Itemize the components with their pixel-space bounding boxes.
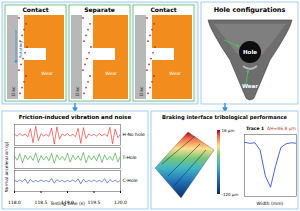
svg-text:H-No hole: H-No hole xyxy=(123,132,145,137)
svg-text:118.5: 118.5 xyxy=(35,200,48,205)
svg-text:Testing time (s): Testing time (s) xyxy=(49,201,85,206)
svg-text:Friction-induced vibration and: Friction-induced vibration and noise xyxy=(19,114,132,120)
svg-text:T-Hole: T-Hole xyxy=(122,155,137,160)
svg-text:118.0: 118.0 xyxy=(8,200,21,205)
svg-text:Contact: Contact xyxy=(150,6,176,13)
svg-text:Normal acceleration (g): Normal acceleration (g) xyxy=(4,141,9,192)
svg-text:120.0: 120.0 xyxy=(114,200,127,205)
svg-text:-120 μm: -120 μm xyxy=(222,192,239,197)
svg-text:Hole: Hole xyxy=(243,49,257,55)
svg-text:Wear: Wear xyxy=(41,71,53,76)
svg-text:C-Hole: C-Hole xyxy=(123,178,138,183)
svg-text:ΔH=86.8 μm: ΔH=86.8 μm xyxy=(267,126,296,131)
svg-text:Disc: Disc xyxy=(11,86,16,96)
svg-text:Disc: Disc xyxy=(139,86,144,96)
svg-text:Braking interface tribological: Braking interface tribological performan… xyxy=(162,114,288,121)
svg-text:Separate: Separate xyxy=(84,6,115,14)
svg-text:Hole configurations: Hole configurations xyxy=(214,6,286,14)
svg-text:Wear: Wear xyxy=(242,83,258,89)
svg-text:Width (mm): Width (mm) xyxy=(257,201,284,206)
svg-text:Wear: Wear xyxy=(105,71,117,76)
svg-text:119.5: 119.5 xyxy=(88,200,101,205)
svg-text:Wear: Wear xyxy=(169,71,181,76)
svg-text:Disc: Disc xyxy=(75,86,80,96)
svg-text:Rotating: Rotating xyxy=(18,41,23,58)
svg-text:Contact: Contact xyxy=(22,6,48,13)
svg-text:Trace 1: Trace 1 xyxy=(246,126,264,131)
svg-text:16 μm: 16 μm xyxy=(222,128,235,133)
